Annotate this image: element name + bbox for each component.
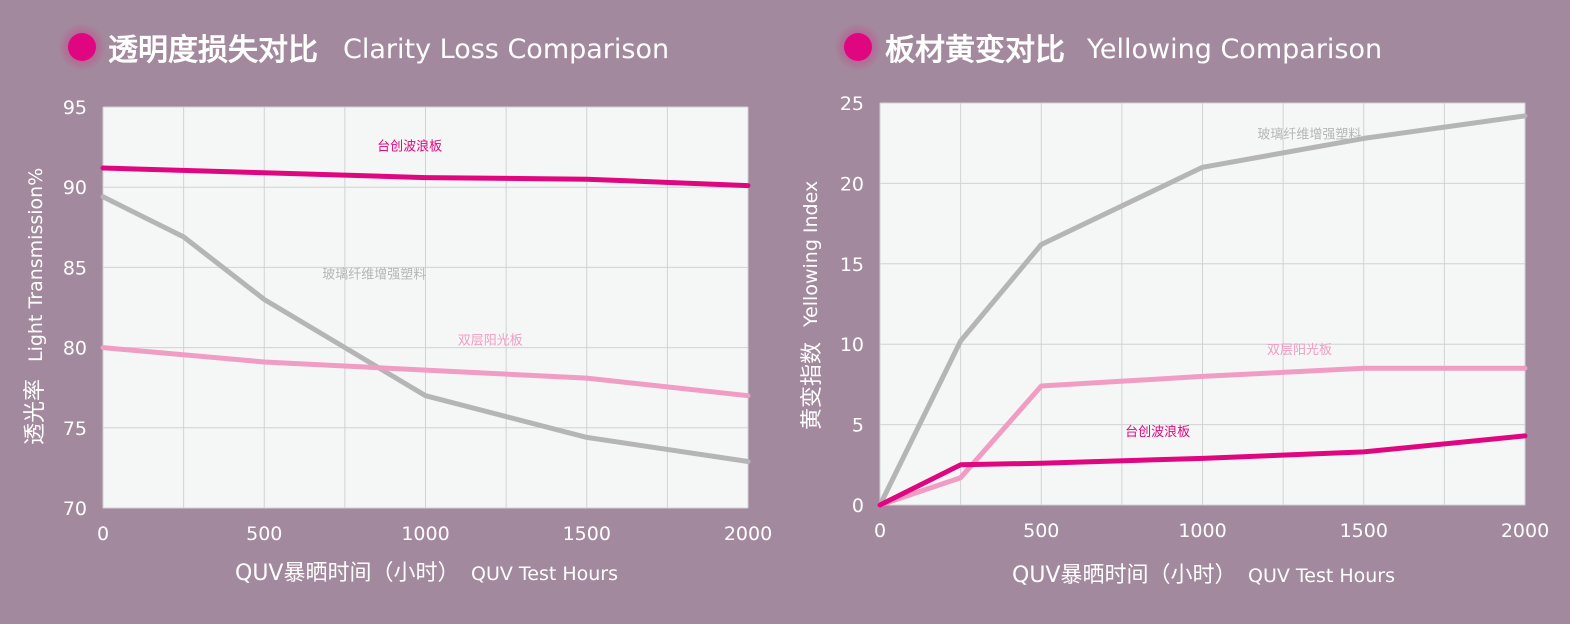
yellowing-title-zh: 板材黄变对比 — [885, 33, 1065, 68]
clarity-title-zh: 透明度损失对比 — [108, 33, 318, 68]
yellowing-series — [877, 113, 1528, 508]
yellowing-series-line-frp — [877, 113, 1528, 508]
y-tick-label: 10 — [840, 334, 864, 356]
yellowing-y-ticks: 0 5 10 15 20 25 — [840, 93, 864, 517]
yellowing-x-ticks: 0 500 1000 1500 2000 — [874, 520, 1549, 542]
yellowing-title-en: Yellowing Comparison — [1086, 34, 1382, 65]
y-tick-label: 80 — [63, 338, 87, 360]
clarity-title-en: Clarity Loss Comparison — [343, 34, 669, 65]
x-tick-label: 2000 — [1501, 520, 1549, 542]
y-tick-label: 20 — [840, 173, 864, 195]
y-tick-label: 85 — [63, 257, 87, 279]
yellowing-xlabel-zh: QUV暴晒时间（小时） — [1012, 563, 1236, 588]
x-tick-label: 2000 — [724, 523, 772, 545]
y-tick-label: 5 — [852, 415, 864, 437]
clarity-series-label-taichuang-corrugated: 台创波浪板 — [377, 139, 442, 154]
x-tick-label: 1500 — [563, 523, 611, 545]
x-tick-label: 0 — [97, 523, 109, 545]
clarity-title: 透明度损失对比 Clarity Loss Comparison — [58, 23, 669, 71]
clarity-series-label-twinwall-polycarbonate: 双层阳光板 — [458, 333, 523, 348]
clarity-y-ticks: 70 75 80 85 90 95 — [63, 97, 87, 520]
y-tick-label: 70 — [63, 498, 87, 520]
yellowing-series-line-taichuang-corrugated — [877, 433, 1528, 508]
yellowing-ylabel-en: Yellowing Index — [800, 181, 822, 328]
y-tick-label: 15 — [840, 254, 864, 276]
x-tick-label: 500 — [1023, 520, 1059, 542]
magenta-dot-icon — [844, 33, 872, 61]
clarity-x-ticks: 0 500 1000 1500 2000 — [97, 523, 772, 545]
x-tick-label: 1000 — [1178, 520, 1226, 542]
clarity-ylabel-en: Light Transmission% — [25, 168, 47, 362]
magenta-dot-icon — [68, 33, 96, 61]
yellowing-title: 板材黄变对比 Yellowing Comparison — [834, 23, 1382, 71]
yellowing-series-label-frp: 玻璃纤维增强塑料 — [1257, 127, 1361, 142]
y-tick-label: 25 — [840, 93, 864, 115]
yellowing-series-label-twinwall-polycarbonate: 双层阳光板 — [1267, 343, 1332, 358]
x-tick-label: 0 — [874, 520, 886, 542]
y-tick-label: 0 — [852, 495, 864, 517]
clarity-series-label-frp: 玻璃纤维增强塑料 — [322, 268, 426, 283]
yellowing-chart: 板材黄变对比 Yellowing Comparison 0 500 1000 1500… — [800, 23, 1549, 588]
x-tick-label: 500 — [246, 523, 282, 545]
y-tick-label: 90 — [63, 177, 87, 199]
yellowing-series-line-twinwall-polycarbonate — [877, 365, 1528, 508]
clarity-series — [100, 165, 751, 464]
x-tick-label: 1500 — [1340, 520, 1388, 542]
x-tick-label: 1000 — [401, 523, 449, 545]
yellowing-ylabel-zh: 黄变指数 — [800, 342, 825, 430]
clarity-series-line-twinwall-polycarbonate — [100, 345, 751, 399]
clarity-chart: 透明度损失对比 Clarity Loss Comparison 0 500 1000… — [23, 23, 772, 586]
clarity-xlabel-zh: QUV暴晒时间（小时） — [235, 561, 459, 586]
yellowing-series-label-taichuang-corrugated: 台创波浪板 — [1125, 425, 1190, 440]
clarity-gridlines — [102, 106, 749, 509]
y-tick-label: 95 — [63, 97, 87, 119]
y-tick-label: 75 — [63, 418, 87, 440]
clarity-series-line-frp — [100, 194, 751, 464]
clarity-xlabel-en: QUV Test Hours — [471, 563, 618, 585]
clarity-ylabel-zh: 透光率 — [23, 379, 48, 445]
yellowing-xlabel-en: QUV Test Hours — [1248, 565, 1395, 587]
clarity-series-line-taichuang-corrugated — [100, 165, 751, 189]
